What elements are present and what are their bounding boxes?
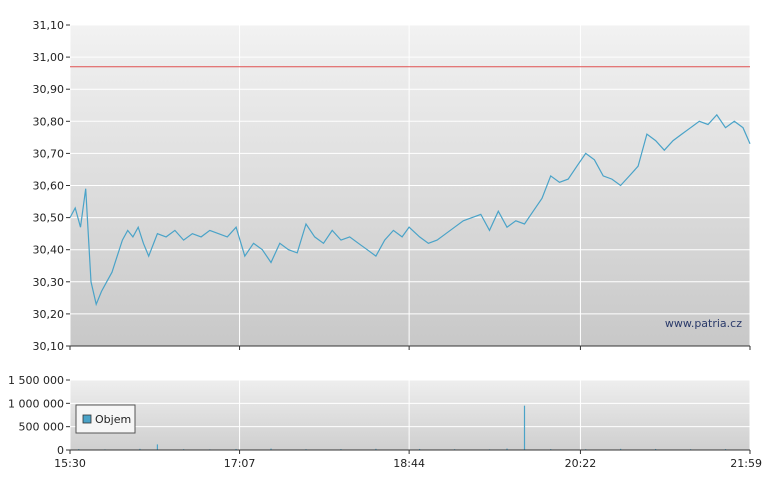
x-tick-label: 18:44 xyxy=(393,457,425,470)
volume-y-tick-label: 0 xyxy=(57,444,64,457)
legend-swatch-icon xyxy=(82,414,92,424)
x-tick-label: 15:30 xyxy=(54,457,86,470)
volume-y-tick-label: 1 000 000 xyxy=(8,397,64,410)
price-y-ticks: 31,10 31,00 30,90 30,80 30,70 30,60 30,50 30,40… xyxy=(33,19,70,353)
price-y-tick-label: 31,00 xyxy=(33,51,65,64)
volume-plot-area xyxy=(70,380,750,450)
x-tick-label: 20:22 xyxy=(565,457,597,470)
volume-y-tick-label: 1 500 000 xyxy=(8,374,64,387)
price-y-tick-label: 30,30 xyxy=(33,276,65,289)
legend-label: Objem xyxy=(95,413,131,426)
price-series-line xyxy=(69,113,751,307)
price-y-tick-label: 30,50 xyxy=(33,212,65,225)
price-y-tick-label: 30,90 xyxy=(33,83,65,96)
price-y-tick-label: 30,80 xyxy=(33,115,65,128)
x-ticks: 15:30 17:07 18:44 20:22 21:59 xyxy=(54,346,762,470)
price-y-tick-label: 30,20 xyxy=(33,308,65,321)
volume-legend[interactable]: Objem xyxy=(75,404,136,434)
price-y-tick-label: 30,40 xyxy=(33,244,65,257)
volume-y-ticks: 1 500 000 1 000 000 500 000 0 xyxy=(8,374,70,457)
x-tick-label: 21:59 xyxy=(730,457,762,470)
volume-y-tick-label: 500 000 xyxy=(19,421,65,434)
watermark: www.patria.cz xyxy=(665,317,742,330)
price-y-tick-label: 31,10 xyxy=(33,19,65,32)
price-y-tick-label: 30,10 xyxy=(33,340,65,353)
price-y-tick-label: 30,60 xyxy=(33,180,65,193)
price-y-tick-label: 30,70 xyxy=(33,147,65,160)
x-tick-label: 17:07 xyxy=(224,457,256,470)
